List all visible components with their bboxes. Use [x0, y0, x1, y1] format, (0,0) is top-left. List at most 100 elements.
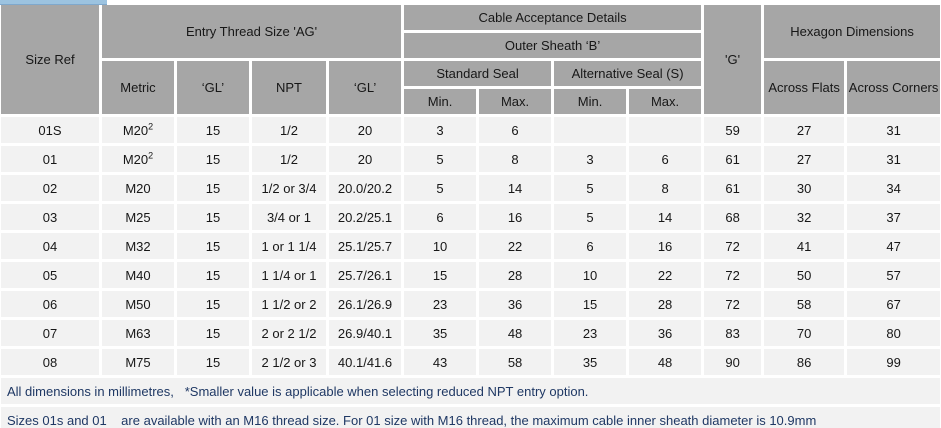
- cell-npt: 1 1/4 or 1: [252, 262, 326, 288]
- cell-metric: M63: [102, 320, 174, 346]
- header-size-ref: Size Ref: [1, 5, 99, 114]
- cell-std-min: 5: [404, 146, 477, 172]
- cell-gl2: 25.7/26.1: [329, 262, 402, 288]
- cell-gl2: 20: [329, 117, 402, 143]
- cell-std-max: 48: [479, 320, 552, 346]
- table-row-08: 08 M75 15 2 1/2 or 3 40.1/41.6 43 58 35 …: [1, 349, 941, 375]
- cell-gl1: 15: [177, 291, 249, 317]
- cell-size-ref: 03: [1, 204, 99, 230]
- cell-alt-min: 35: [554, 349, 627, 375]
- cell-size-ref: 08: [1, 349, 99, 375]
- cell-metric: M25: [102, 204, 174, 230]
- cell-g: 61: [704, 175, 762, 201]
- cell-alt-max: 28: [629, 291, 702, 317]
- cell-gl2: 20: [329, 146, 402, 172]
- cell-across-flats: 86: [764, 349, 845, 375]
- cell-across-flats: 50: [764, 262, 845, 288]
- cell-std-max: 22: [479, 233, 552, 259]
- cell-across-corners: 31: [847, 146, 941, 172]
- cell-across-flats: 27: [764, 117, 845, 143]
- cell-metric: M40: [102, 262, 174, 288]
- header-gl-2: ‘GL’: [329, 61, 402, 114]
- cell-size-ref: 06: [1, 291, 99, 317]
- cell-std-max: 8: [479, 146, 552, 172]
- footnote-dimensions: All dimensions in millimetres, *Smaller …: [1, 378, 941, 404]
- cell-gl1: 15: [177, 349, 249, 375]
- cell-g: 68: [704, 204, 762, 230]
- cell-metric: M20: [102, 175, 174, 201]
- cell-gl1: 15: [177, 320, 249, 346]
- cell-alt-max: 14: [629, 204, 702, 230]
- cell-across-flats: 27: [764, 146, 845, 172]
- cell-std-min: 6: [404, 204, 477, 230]
- header-entry-thread: Entry Thread Size 'AG': [102, 5, 402, 58]
- cell-std-max: 36: [479, 291, 552, 317]
- cell-alt-min: 3: [554, 146, 627, 172]
- cell-gl2: 26.9/40.1: [329, 320, 402, 346]
- cell-alt-max: 48: [629, 349, 702, 375]
- cell-std-max: 16: [479, 204, 552, 230]
- cell-alt-max: 22: [629, 262, 702, 288]
- cell-std-min: 5: [404, 175, 477, 201]
- table-row-07: 07 M63 15 2 or 2 1/2 26.9/40.1 35 48 23 …: [1, 320, 941, 346]
- table-row-06: 06 M50 15 1 1/2 or 2 26.1/26.9 23 36 15 …: [1, 291, 941, 317]
- cell-g: 72: [704, 233, 762, 259]
- header-npt: NPT: [252, 61, 326, 114]
- cell-across-corners: 37: [847, 204, 941, 230]
- header-alternative-seal: Alternative Seal (S): [554, 61, 702, 86]
- header-across-flats: Across Flats: [764, 61, 845, 114]
- header-alt-max: Max.: [629, 89, 702, 114]
- cell-across-corners: 47: [847, 233, 941, 259]
- cell-size-ref: 02: [1, 175, 99, 201]
- cell-across-flats: 41: [764, 233, 845, 259]
- cell-across-corners: 67: [847, 291, 941, 317]
- cell-size-ref: 01: [1, 146, 99, 172]
- cell-g: 59: [704, 117, 762, 143]
- cell-gl1: 15: [177, 175, 249, 201]
- cell-npt: 1/2: [252, 146, 326, 172]
- footnote-m16-option: Sizes 01s and 01 are available with an M…: [1, 407, 941, 428]
- cell-std-min: 10: [404, 233, 477, 259]
- cell-gl2: 40.1/41.6: [329, 349, 402, 375]
- cell-metric: M202: [102, 146, 174, 172]
- cell-npt: 1/2: [252, 117, 326, 143]
- cell-npt: 2 or 2 1/2: [252, 320, 326, 346]
- cell-npt: 1 1/2 or 2: [252, 291, 326, 317]
- header-alt-min: Min.: [554, 89, 627, 114]
- cell-g: 83: [704, 320, 762, 346]
- cell-std-max: 58: [479, 349, 552, 375]
- table-row-01s: 01S M202 15 1/2 20 3 6 59 27 31: [1, 117, 941, 143]
- header-row-3: Metric ‘GL’ NPT ‘GL’ Standard Seal Alter…: [1, 61, 941, 114]
- header-hexagon-dimensions: Hexagon Dimensions: [764, 5, 941, 58]
- header-row-2: Outer Sheath ‘B’: [1, 33, 940, 58]
- footnote-row-2: Sizes 01s and 01 are available with an M…: [1, 407, 941, 428]
- cell-gl2: 26.1/26.9: [329, 291, 402, 317]
- cell-across-flats: 58: [764, 291, 845, 317]
- cell-gl2: 25.1/25.7: [329, 233, 402, 259]
- cell-std-min: 15: [404, 262, 477, 288]
- header-gl-1: ‘GL’: [177, 61, 249, 114]
- cell-across-corners: 34: [847, 175, 941, 201]
- cell-std-min: 23: [404, 291, 477, 317]
- cell-metric: M75: [102, 349, 174, 375]
- cell-gl1: 15: [177, 262, 249, 288]
- cell-gl1: 15: [177, 146, 249, 172]
- table-row-02: 02 M20 15 1/2 or 3/4 20.0/20.2 5 14 5 8 …: [1, 175, 941, 201]
- cell-across-corners: 31: [847, 117, 941, 143]
- footnote-row-1: All dimensions in millimetres, *Smaller …: [1, 378, 941, 404]
- cell-npt: 1/2 or 3/4: [252, 175, 326, 201]
- header-outer-sheath: Outer Sheath ‘B’: [404, 33, 702, 58]
- cell-size-ref: 01S: [1, 117, 99, 143]
- cell-gl2: 20.2/25.1: [329, 204, 402, 230]
- cell-across-flats: 70: [764, 320, 845, 346]
- header-std-min: Min.: [404, 89, 477, 114]
- header-cable-acceptance: Cable Acceptance Details: [404, 5, 702, 30]
- cell-across-flats: 32: [764, 204, 845, 230]
- cell-alt-min: 5: [554, 204, 627, 230]
- header-across-corners: Across Corners: [847, 61, 941, 114]
- cell-size-ref: 07: [1, 320, 99, 346]
- cell-alt-min: 15: [554, 291, 627, 317]
- cell-across-flats: 30: [764, 175, 845, 201]
- cell-across-corners: 99: [847, 349, 941, 375]
